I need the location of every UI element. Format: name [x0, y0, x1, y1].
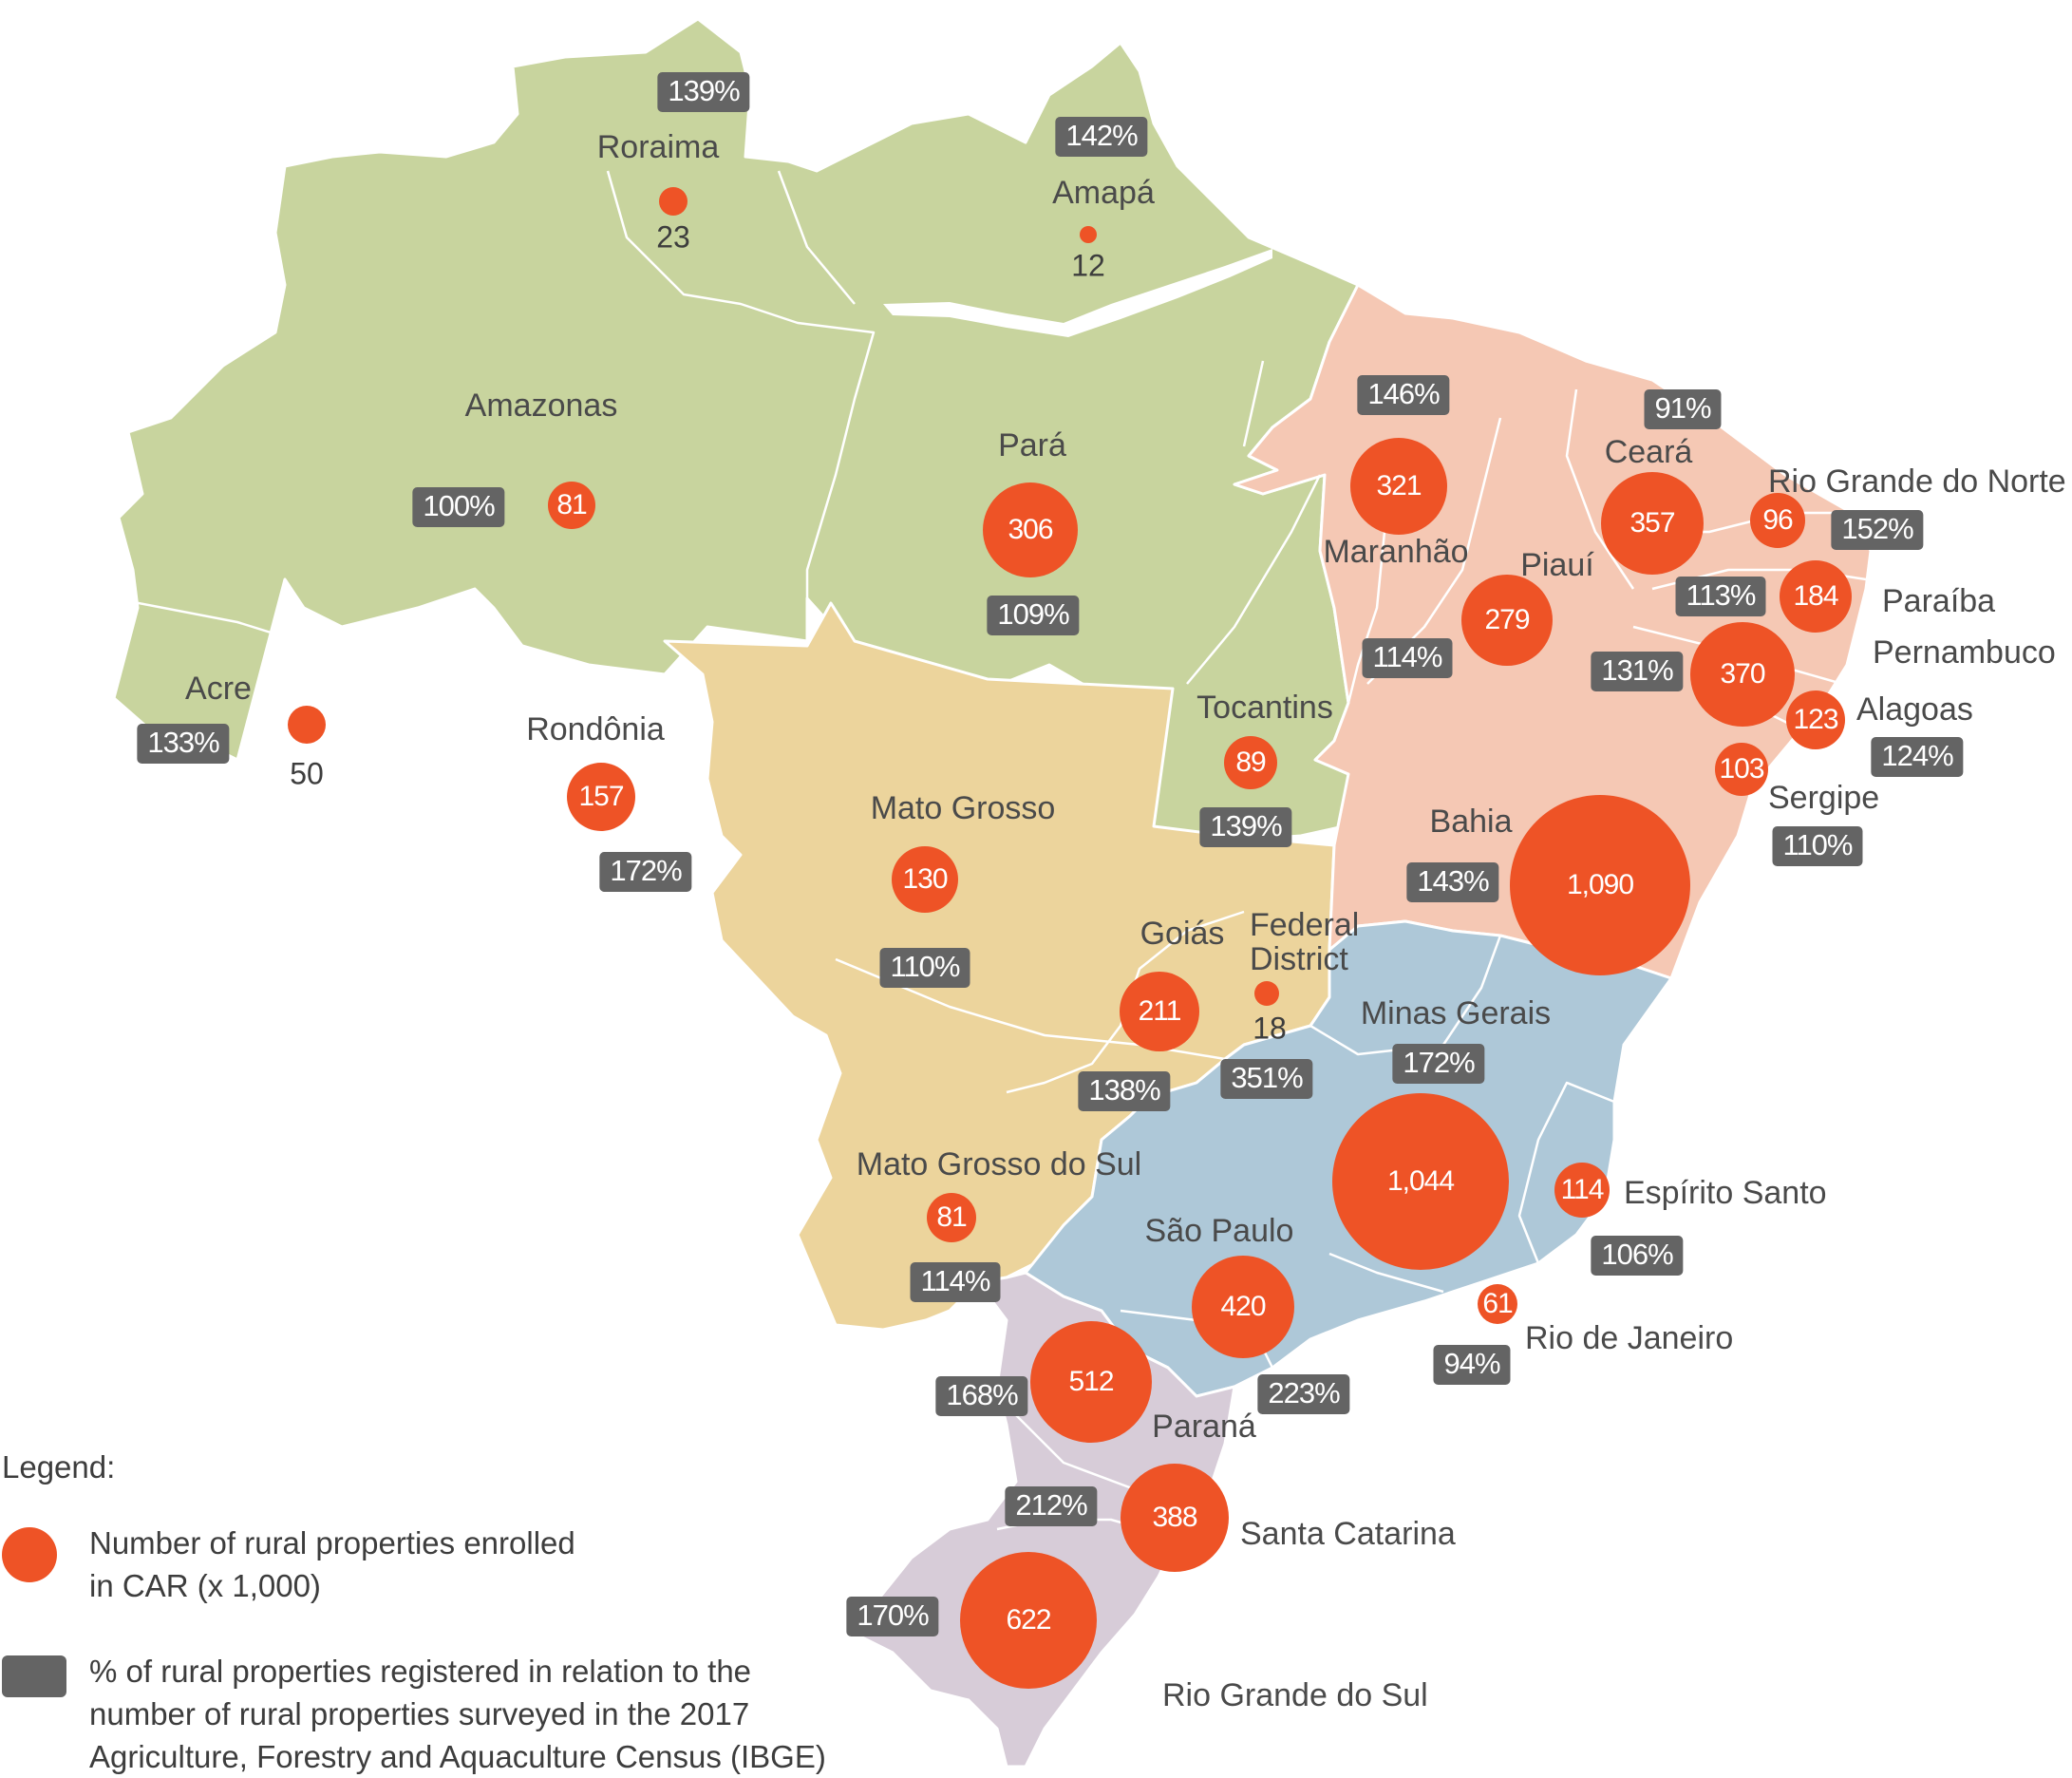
enrolled-bubble-minas-gerais: 1,044: [1332, 1093, 1509, 1270]
state-label-amazonas: Amazonas: [464, 388, 618, 424]
legend-enrolled-swatch: [2, 1527, 57, 1582]
state-label-mato-grosso: Mato Grosso: [870, 790, 1056, 826]
state-label-para: Pará: [998, 427, 1066, 463]
state-label-parana: Paraná: [1152, 1409, 1256, 1445]
legend-enrolled-text-line2: in CAR (x 1,000): [89, 1568, 321, 1603]
enrolled-value-acre: 50: [290, 756, 324, 791]
legend-percent-swatch: [2, 1655, 66, 1697]
state-label-rondonia: Rondônia: [526, 711, 665, 747]
percent-badge-mato-grosso: 110%: [879, 948, 970, 988]
state-label-mato-grosso-do-sul: Mato Grosso do Sul: [856, 1146, 1142, 1182]
state-label-bahia: Bahia: [1429, 804, 1513, 840]
percent-badge-para: 109%: [987, 596, 1080, 635]
percent-badge-sao-paulo: 223%: [1257, 1374, 1350, 1414]
enrolled-bubble-piaui: 279: [1461, 575, 1553, 666]
enrolled-bubble-tocantins: 89: [1224, 736, 1277, 789]
percent-badge-tocantins: 139%: [1199, 807, 1292, 847]
percent-badge-federal-district: 351%: [1220, 1059, 1313, 1099]
percent-badge-bahia: 143%: [1406, 862, 1499, 902]
enrolled-bubble-goias: 211: [1120, 972, 1199, 1051]
enrolled-value-roraima: 23: [656, 219, 690, 255]
enrolled-bubble-rio-grande-do-sul: 622: [960, 1552, 1097, 1689]
enrolled-bubble-ceara: 357: [1601, 472, 1704, 575]
percent-badge-rio-grande-do-sul: 170%: [846, 1597, 939, 1636]
enrolled-bubble-rondonia: 157: [567, 763, 635, 831]
enrolled-bubble-pernambuco: 370: [1690, 622, 1795, 727]
state-label-rio-grande-do-norte: Rio Grande do Norte: [1768, 463, 2066, 500]
state-label-ceara: Ceará: [1604, 434, 1693, 470]
state-label-sao-paulo: São Paulo: [1144, 1213, 1294, 1249]
percent-badge-maranhao: 146%: [1357, 375, 1450, 415]
state-label-tocantins: Tocantins: [1196, 690, 1333, 726]
percent-badge-mato-grosso-do-sul: 114%: [910, 1262, 1001, 1302]
legend-title: Legend:: [2, 1449, 116, 1485]
percent-badge-rio-de-janeiro: 94%: [1433, 1345, 1511, 1385]
enrolled-bubble-parana: 512: [1030, 1321, 1152, 1443]
state-label-rio-de-janeiro: Rio de Janeiro: [1525, 1320, 1734, 1356]
state-label-roraima: Roraima: [596, 129, 720, 165]
legend-percent-text-line1: % of rural properties registered in rela…: [89, 1654, 752, 1689]
legend-enrolled-text-line1: Number of rural properties enrolled: [89, 1525, 575, 1560]
enrolled-bubble-alagoas: 123: [1786, 690, 1845, 749]
percent-badge-santa-catarina: 212%: [1005, 1486, 1098, 1526]
percent-badge-amazonas: 100%: [412, 487, 505, 527]
percent-badge-amapa: 142%: [1055, 117, 1148, 157]
state-label-piaui: Piauí: [1520, 547, 1594, 583]
state-label-santa-catarina: Santa Catarina: [1240, 1516, 1456, 1552]
state-label-maranhao: Maranhão: [1323, 534, 1469, 570]
percent-badge-rondonia: 172%: [599, 852, 692, 892]
amazon-river: [883, 249, 1272, 337]
enrolled-bubble-para: 306: [983, 482, 1078, 577]
enrolled-bubble-espirito-santo: 114: [1554, 1163, 1610, 1218]
enrolled-dot-federal-district: [1254, 981, 1279, 1006]
enrolled-bubble-sao-paulo: 420: [1192, 1256, 1294, 1358]
enrolled-value-amapa: 12: [1071, 248, 1105, 283]
percent-badge-alagoas: 124%: [1871, 737, 1964, 777]
legend-percent-text-line3: Agriculture, Forestry and Aquaculture Ce…: [89, 1739, 826, 1774]
enrolled-bubble-maranhao: 321: [1350, 438, 1447, 535]
enrolled-bubble-amazonas: 81: [548, 482, 595, 529]
percent-badge-parana: 168%: [935, 1376, 1028, 1416]
state-label-paraiba: Paraíba: [1882, 583, 1996, 619]
enrolled-dot-roraima: [659, 187, 688, 216]
enrolled-dot-amapa: [1080, 226, 1097, 243]
state-label-pernambuco: Pernambuco: [1873, 634, 2056, 671]
state-label-sergipe: Sergipe: [1768, 780, 1880, 816]
state-label-acre: Acre: [185, 671, 252, 707]
percent-badge-minas-gerais: 172%: [1392, 1044, 1485, 1084]
state-label-espirito-santo: Espírito Santo: [1624, 1175, 1827, 1211]
percent-badge-espirito-santo: 106%: [1591, 1236, 1684, 1276]
enrolled-bubble-bahia: 1,090: [1510, 795, 1690, 975]
enrolled-bubble-paraiba: 184: [1780, 560, 1852, 633]
percent-badge-sergipe: 110%: [1772, 826, 1863, 866]
state-label-minas-gerais: Minas Gerais: [1360, 995, 1552, 1031]
percent-badge-acre: 133%: [137, 724, 230, 764]
percent-badge-roraima: 139%: [657, 72, 750, 112]
percent-badge-paraiba: 113%: [1675, 577, 1766, 616]
state-label-alagoas: Alagoas: [1856, 691, 1973, 728]
enrolled-dot-acre: [288, 706, 326, 744]
enrolled-bubble-santa-catarina: 388: [1121, 1464, 1229, 1572]
state-label-federal-district: Federal District: [1250, 907, 1360, 977]
state-label-goias: Goiás: [1140, 916, 1225, 952]
percent-badge-ceara: 91%: [1644, 389, 1722, 429]
enrolled-bubble-rio-de-janeiro: 61: [1478, 1284, 1517, 1324]
percent-badge-goias: 138%: [1078, 1071, 1171, 1111]
enrolled-bubble-rio-grande-do-norte: 96: [1750, 493, 1805, 548]
percent-badge-pernambuco: 131%: [1591, 652, 1684, 691]
legend-percent-text-line2: number of rural properties surveyed in t…: [89, 1696, 750, 1731]
percent-badge-piaui: 114%: [1362, 638, 1453, 678]
enrolled-bubble-mato-grosso: 130: [892, 846, 958, 913]
state-label-rio-grande-do-sul: Rio Grande do Sul: [1162, 1677, 1428, 1713]
percent-badge-rio-grande-do-norte: 152%: [1831, 510, 1924, 550]
enrolled-bubble-sergipe: 103: [1715, 743, 1768, 796]
state-label-amapa: Amapá: [1052, 175, 1155, 211]
enrolled-bubble-mato-grosso-do-sul: 81: [927, 1193, 976, 1242]
enrolled-value-federal-district: 18: [1253, 1011, 1287, 1046]
